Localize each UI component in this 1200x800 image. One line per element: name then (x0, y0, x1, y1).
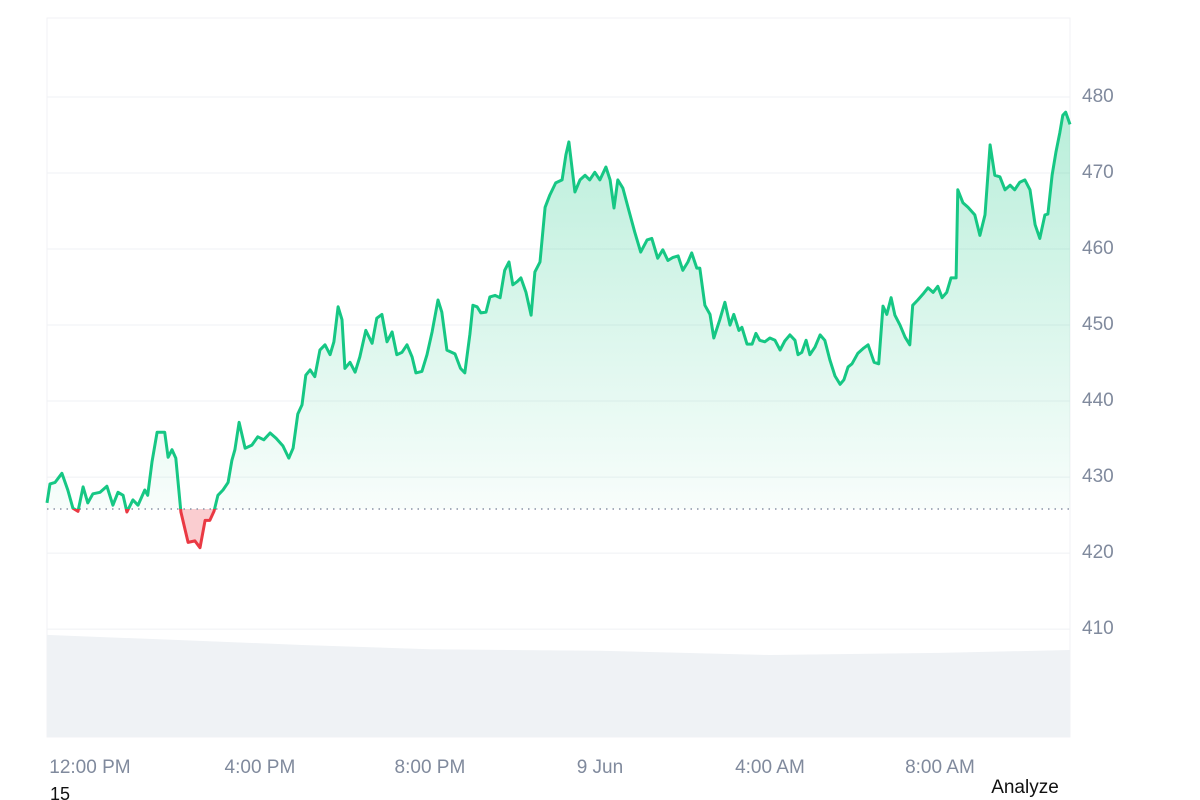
volume-area (47, 634, 1070, 737)
y-tick-label: 410 (1082, 618, 1114, 639)
x-tick-label: 9 Jun (577, 757, 623, 778)
x-tick-label: 12:00 PM (49, 757, 130, 778)
x-tick-label: 4:00 AM (735, 757, 805, 778)
area-above (47, 112, 1070, 509)
y-tick-label: 420 (1082, 542, 1114, 563)
y-tick-label: 480 (1082, 86, 1114, 107)
page-number: 15 (50, 784, 70, 800)
y-tick-label: 430 (1082, 466, 1114, 487)
y-tick-label: 460 (1082, 238, 1114, 259)
price-line-up (45, 110, 1072, 509)
y-tick-label: 470 (1082, 162, 1114, 183)
y-tick-label: 440 (1082, 390, 1114, 411)
analyze-button[interactable]: Analyze (991, 777, 1059, 798)
y-tick-label: 450 (1082, 314, 1114, 335)
x-tick-label: 8:00 AM (905, 757, 975, 778)
x-tick-label: 8:00 PM (395, 757, 466, 778)
x-tick-label: 4:00 PM (225, 757, 296, 778)
